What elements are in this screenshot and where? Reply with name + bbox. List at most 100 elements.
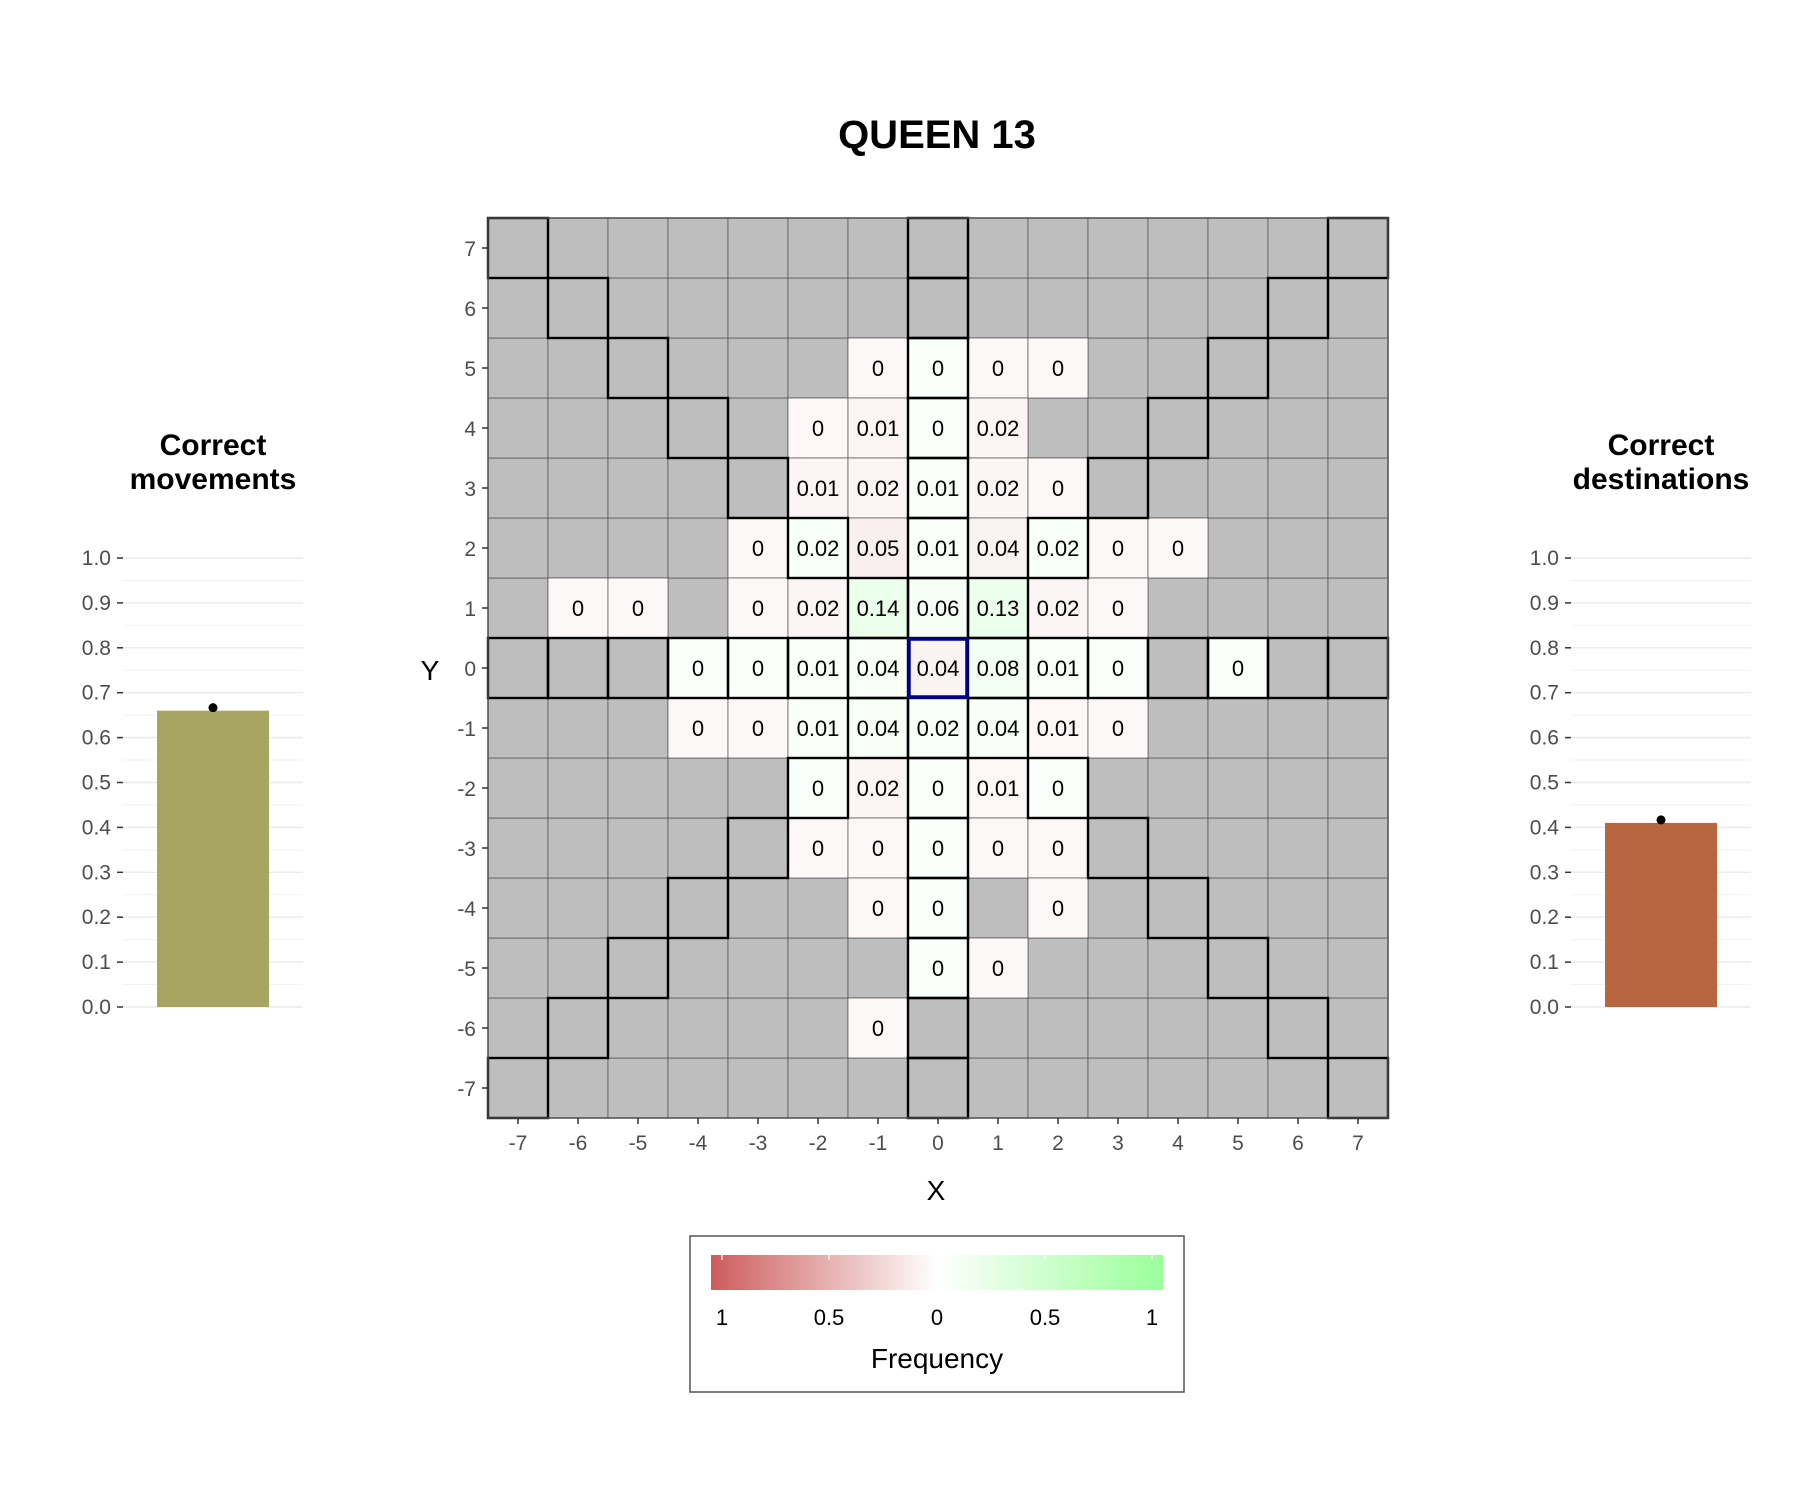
board-cell [847, 937, 909, 999]
board-cell [727, 877, 789, 939]
cell-label: 0 [1052, 776, 1064, 801]
cell-label: 0 [1172, 536, 1184, 561]
heatmap-cell [907, 337, 969, 399]
heatmap-cell [1027, 337, 1089, 399]
heatmap-cell [967, 817, 1029, 879]
board-cell [787, 937, 849, 999]
board-cell [667, 337, 729, 399]
correct-movements-panel: Correct movements 0.0 0.1 0.2 0.3 0.4 0.5 0.6 0… [82, 429, 303, 1019]
heatmap-cell [1087, 577, 1149, 639]
board-cell [1267, 337, 1329, 399]
cell-label: 0 [1112, 656, 1124, 681]
cell-label: 0 [932, 896, 944, 921]
legend-label: 0.5 [1030, 1305, 1061, 1330]
board-cell [1327, 277, 1389, 339]
board-cell [1147, 577, 1209, 639]
correct-movements-y-tick-label: 0.8 [82, 637, 111, 660]
cell-label: 0 [812, 776, 824, 801]
heatmap-cell [667, 637, 729, 699]
board-cell [667, 1057, 729, 1119]
board-cell [1267, 397, 1329, 459]
cell-label: 0 [932, 776, 944, 801]
correct-destinations-title-line-2: destinations [1573, 463, 1750, 496]
heatmap-cell [847, 577, 909, 639]
board-cell [1327, 997, 1389, 1059]
heatmap-cell [847, 397, 909, 459]
board-cell [487, 397, 549, 459]
legal-square-border [546, 276, 610, 340]
board-cell [1267, 517, 1329, 579]
y-tick-label: -4 [457, 898, 476, 921]
board-cell [1087, 877, 1149, 939]
cell-label: 0 [1112, 536, 1124, 561]
cell-label: 0.02 [857, 776, 900, 801]
heatmap-cell [1027, 457, 1089, 519]
cell-label: 0.01 [857, 416, 900, 441]
legal-square-border [606, 336, 670, 400]
correct-movements-y-tick-label: 0.0 [82, 996, 111, 1019]
board-cell [487, 817, 549, 879]
y-tick-label: 1 [464, 598, 476, 621]
board-cell [727, 457, 789, 519]
board-cell [607, 337, 669, 399]
legend-label: 0 [931, 1305, 943, 1330]
board-cell [1027, 217, 1089, 279]
board-cell [967, 877, 1029, 939]
board-cell [1147, 697, 1209, 759]
cell-label: 0.04 [977, 536, 1020, 561]
correct-movements-y-tick-label: 0.4 [82, 816, 112, 839]
legend-label: 0.5 [814, 1305, 845, 1330]
legend-colorbar [711, 1255, 1163, 1290]
cell-label: 0.14 [857, 596, 900, 621]
board-cell [1267, 217, 1329, 279]
board-cell [667, 877, 729, 939]
board-cell [1207, 577, 1269, 639]
correct-destinations-y-tick-label: 0.2 [1530, 906, 1559, 929]
cell-label: 0 [872, 836, 884, 861]
cell-label: 0.02 [977, 476, 1020, 501]
correct-movements-title-line-2: movements [130, 463, 297, 496]
cell-label: 0.01 [1037, 716, 1080, 741]
correct-movements-y-tick-label: 0.7 [82, 682, 111, 705]
board-cell [487, 517, 549, 579]
board-cell [1327, 217, 1389, 279]
heatmap-cell [847, 637, 909, 699]
board-cell [1207, 1057, 1269, 1119]
legal-square-border [966, 576, 1030, 640]
cell-label: 0.01 [1037, 656, 1080, 681]
board-cell [487, 877, 549, 939]
cell-label: 0.04 [857, 656, 900, 681]
board-cell [547, 937, 609, 999]
cell-label: 0.01 [917, 536, 960, 561]
board-cell [1087, 277, 1149, 339]
board-cell [1147, 397, 1209, 459]
board-cell [727, 937, 789, 999]
y-tick-label: -7 [457, 1078, 476, 1101]
correct-destinations-y-tick-label: 1.0 [1530, 547, 1559, 570]
board-cell [1327, 397, 1389, 459]
cell-label: 0.08 [977, 656, 1020, 681]
correct-movements-y-tick-label: 1.0 [82, 547, 111, 570]
board-cell [1267, 937, 1329, 999]
board-cell [907, 217, 969, 279]
correct-movements-y-tick-label: 0.9 [82, 592, 111, 615]
heatmap-cell [1147, 517, 1209, 579]
heatmap-cell [727, 517, 789, 579]
board-cell [1207, 277, 1269, 339]
board-cell [787, 337, 849, 399]
board-cell [1267, 1057, 1329, 1119]
board-cell [1267, 577, 1329, 639]
board-cell [607, 877, 669, 939]
board-cell [667, 577, 729, 639]
board-cell [847, 217, 909, 279]
board-cell [487, 757, 549, 819]
board-cell [1147, 997, 1209, 1059]
cell-label: 0.13 [977, 596, 1020, 621]
legal-square-border [1266, 276, 1330, 340]
cell-label: 0.01 [917, 476, 960, 501]
board-cell [547, 997, 609, 1059]
board-cell [1267, 817, 1329, 879]
board-cell [487, 997, 549, 1059]
legal-square-border [606, 936, 670, 1000]
y-tick-label: 0 [464, 658, 476, 681]
